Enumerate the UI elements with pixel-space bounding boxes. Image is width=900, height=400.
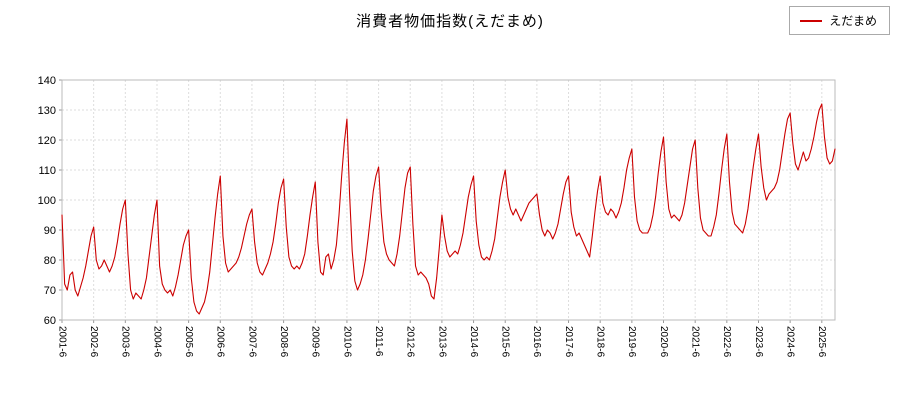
series-line (61, 103, 836, 315)
y-tick-label: 140 (38, 75, 56, 87)
y-tick-label: 70 (44, 285, 56, 297)
y-tick-label: 90 (44, 225, 56, 237)
x-tick-label: 2022-6 (721, 326, 732, 358)
x-tick-label: 2005-6 (183, 326, 194, 358)
x-tick-label: 2024-6 (785, 326, 796, 358)
x-tick-label: 2013-6 (436, 326, 447, 358)
x-tick-label: 2017-6 (563, 326, 574, 358)
x-tick-label: 2004-6 (151, 326, 162, 358)
y-tick-label: 130 (38, 105, 56, 117)
x-tick-label: 2008-6 (278, 326, 289, 358)
y-tick-label: 110 (38, 165, 56, 177)
y-tick-label: 120 (38, 135, 56, 147)
page-title: 消費者物価指数(えだまめ) (356, 13, 544, 30)
chart-legend: えだまめ (789, 6, 890, 35)
legend-line-icon (800, 19, 823, 22)
x-tick-label: 2016-6 (531, 326, 542, 358)
x-tick-label: 2002-6 (88, 326, 99, 358)
x-tick-label: 2015-6 (500, 326, 511, 358)
x-tick-label: 2009-6 (310, 326, 321, 358)
y-tick-label: 60 (44, 315, 56, 327)
x-tick-label: 2019-6 (626, 326, 637, 358)
x-tick-label: 2010-6 (341, 326, 352, 358)
x-tick-label: 2006-6 (215, 326, 226, 358)
plot-border (61, 79, 836, 321)
y-tick-label: 80 (44, 255, 56, 267)
x-tick-label: 2014-6 (468, 326, 479, 358)
x-tick-label: 2018-6 (595, 326, 606, 358)
x-tick-label: 2011-6 (373, 326, 384, 357)
x-tick-label: 2021-6 (690, 326, 701, 358)
x-tick-label: 2001-6 (56, 326, 67, 358)
x-tick-label: 2023-6 (753, 326, 764, 358)
legend-label: えだまめ (829, 14, 877, 28)
y-tick-label: 100 (38, 195, 56, 207)
x-tick-label: 2020-6 (658, 326, 669, 358)
x-tick-label: 2003-6 (120, 326, 131, 358)
x-tick-label: 2012-6 (405, 326, 416, 358)
x-tick-label: 2025-6 (816, 326, 827, 358)
x-tick-label: 2007-6 (246, 326, 257, 358)
